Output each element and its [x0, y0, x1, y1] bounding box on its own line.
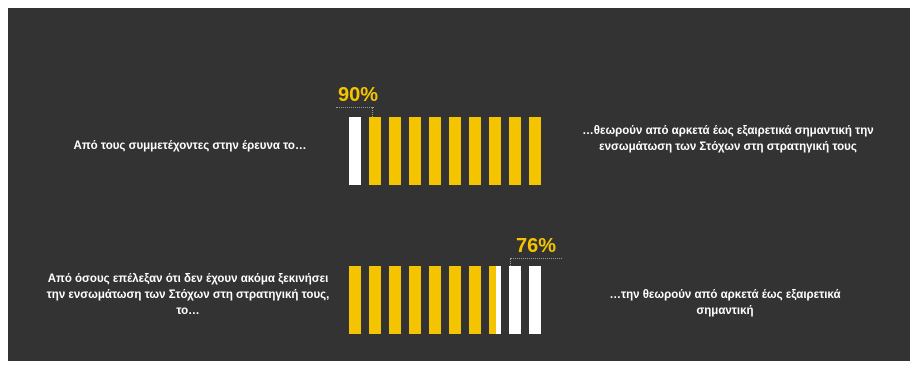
row-2-bar-6 [449, 266, 461, 334]
row-1-bar-2 [369, 117, 381, 185]
row-2-bar-8 [489, 266, 501, 334]
row-1-bar-9 [509, 117, 521, 185]
row-2-bar-7 [469, 266, 481, 334]
row-1-right-text: …θεωρούν από αρκετά έως εξαιρετικά σημαν… [582, 125, 874, 153]
row-2-percent-label: 76% [515, 235, 557, 257]
row-2-label-tick [510, 258, 511, 266]
row-2-bar-5 [429, 266, 441, 334]
row-1-percent-label: 90% [337, 84, 379, 106]
row-1-bar-3 [389, 117, 401, 185]
row-1-bar-5 [429, 117, 441, 185]
row-2-bar-4 [409, 266, 421, 334]
row-1-bar-1 [349, 117, 361, 185]
row-1-label-underline [336, 107, 374, 108]
row-1-label-tick [372, 107, 373, 117]
row-1-bar-10 [529, 117, 541, 185]
row-1-bars [349, 117, 569, 185]
row-2-bars [349, 266, 569, 334]
row-1-left-text: Από τους συμμετέχοντες στην έρευνα το… [73, 140, 307, 152]
row-2-bar-1 [349, 266, 361, 334]
row-2-label-underline [510, 258, 562, 259]
row-2-bar-9 [509, 266, 521, 334]
row-1-bar-6 [449, 117, 461, 185]
row-2-right-text: …την θεωρούν από αρκετά έως εξαιρετικά σ… [609, 289, 841, 317]
row-1-bar-8 [489, 117, 501, 185]
row-2-bar-3 [389, 266, 401, 334]
row-2-bar-10 [529, 266, 541, 334]
row-2-left-text: Από όσους επέλεξαν ότι δεν έχουν ακόμα ξ… [46, 273, 330, 317]
row-1-bar-4 [409, 117, 421, 185]
row-1-bar-7 [469, 117, 481, 185]
row-2-bar-2 [369, 266, 381, 334]
